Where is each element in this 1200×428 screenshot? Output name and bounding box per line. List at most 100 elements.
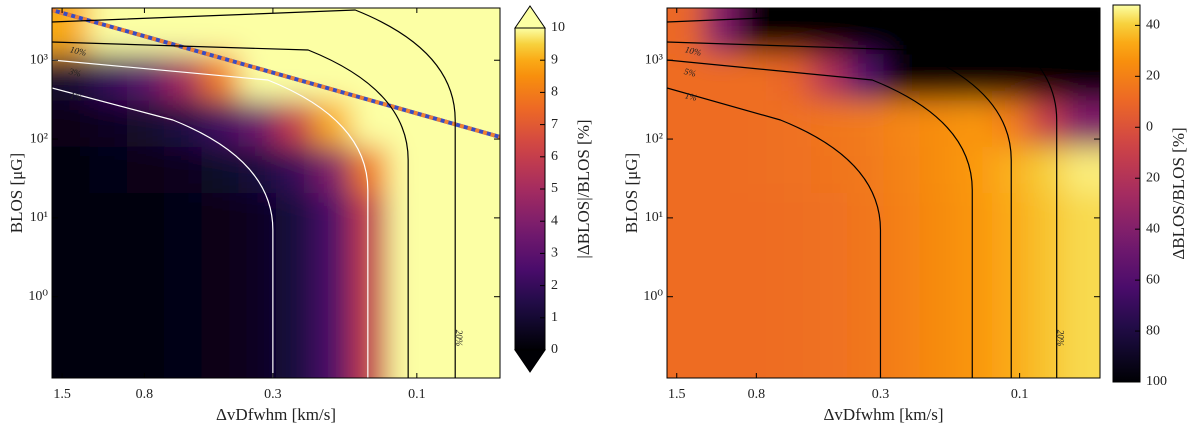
heatmap-cell xyxy=(201,146,240,194)
colorbar-tick-label: 40 xyxy=(1146,18,1160,33)
heatmap-cell xyxy=(775,285,813,333)
heatmap-cell xyxy=(425,193,464,241)
heatmap-cell xyxy=(89,54,128,102)
heatmap: 1% 3% 10% 20% xyxy=(52,8,500,378)
heatmap-cell xyxy=(89,239,128,287)
heatmap-cell xyxy=(739,54,777,102)
heatmap-cell xyxy=(991,8,1029,56)
colorbar-label: |ΔBLOS|/BLOS [%] xyxy=(574,119,593,258)
heatmap-cell xyxy=(276,146,315,194)
heatmap-cell xyxy=(847,193,885,241)
colorbar-tick-label: 3 xyxy=(551,246,558,261)
colorbar-tick-label: 40 xyxy=(1146,221,1160,236)
contour-line xyxy=(667,41,1012,378)
heatmap-cell xyxy=(164,54,203,102)
heatmap-cell xyxy=(350,239,389,287)
colorbar-tick-label: 80 xyxy=(1146,323,1160,338)
x-tick-label: 0.8 xyxy=(136,387,154,402)
heatmap-cell xyxy=(238,100,277,148)
heatmap-cell xyxy=(350,54,389,102)
heatmap-cell xyxy=(739,193,777,241)
heatmap-cell xyxy=(991,239,1029,287)
heatmap-cell xyxy=(313,8,352,56)
heatmap-cell xyxy=(388,331,427,378)
heatmap-cell xyxy=(89,100,128,148)
heatmap-cell xyxy=(847,100,885,148)
heatmap-cell xyxy=(883,285,921,333)
heatmap-cell xyxy=(955,54,993,102)
heatmap-cell xyxy=(52,285,91,333)
heatmap-cell xyxy=(739,239,777,287)
heatmap-cell xyxy=(52,100,91,148)
heatmap-cell xyxy=(52,239,91,287)
heatmap-cell xyxy=(1063,193,1100,241)
contour-label: 10% xyxy=(69,44,87,58)
heatmap-cell xyxy=(847,146,885,194)
heatmap-cell xyxy=(883,8,921,56)
heatmap-cell xyxy=(425,239,464,287)
x-axis-label: ΔvDfwhm [km/s] xyxy=(216,405,336,424)
heatmap-cell xyxy=(667,193,705,241)
heatmap-cell xyxy=(955,8,993,56)
heatmap-cell xyxy=(919,331,957,378)
heatmap-cell xyxy=(919,239,957,287)
heatmap-cell xyxy=(703,331,741,378)
heatmap-cell xyxy=(1063,8,1100,56)
y-tick-label: 10¹ xyxy=(645,210,663,225)
colorbar-tick-label: 10 xyxy=(551,20,565,35)
heatmap-cell xyxy=(89,331,128,378)
heatmap-cell xyxy=(126,239,165,287)
heatmap-cell xyxy=(462,239,500,287)
heatmap-cell xyxy=(350,100,389,148)
x-tick-label: 1.5 xyxy=(668,387,686,402)
y-axis-label: BLOS [μG] xyxy=(622,153,641,233)
colorbar-tick-label: 7 xyxy=(551,117,558,132)
heatmap-cell xyxy=(238,146,277,194)
heatmap-cell xyxy=(955,193,993,241)
heatmap-cell xyxy=(388,193,427,241)
heatmap-cell xyxy=(847,239,885,287)
colorbar-tick-label: 20 xyxy=(1146,69,1160,84)
heatmap-cell xyxy=(126,285,165,333)
colorbar-tick-label: 0 xyxy=(551,342,558,357)
y-tick-label: 10² xyxy=(30,131,48,146)
colorbar-tick-label: 5 xyxy=(551,181,558,196)
heatmap-cell xyxy=(775,54,813,102)
heatmap-cell xyxy=(1063,100,1100,148)
heatmap-cell xyxy=(775,193,813,241)
heatmap-cell xyxy=(350,331,389,378)
heatmap-cell xyxy=(388,146,427,194)
heatmap-cell xyxy=(775,239,813,287)
heatmap-cell xyxy=(462,100,500,148)
contour-line xyxy=(52,9,456,378)
heatmap-cell xyxy=(313,239,352,287)
heatmap-cell xyxy=(201,100,240,148)
heatmap-cell xyxy=(955,239,993,287)
heatmap-cell xyxy=(350,285,389,333)
heatmap-cell xyxy=(919,193,957,241)
heatmap-cell xyxy=(1063,331,1100,378)
heatmap-cell xyxy=(52,193,91,241)
heatmap-cell xyxy=(89,285,128,333)
heatmap-cell xyxy=(313,146,352,194)
heatmap-cell xyxy=(164,331,203,378)
y-tick-label: 10³ xyxy=(30,52,48,67)
heatmap-cell xyxy=(462,8,500,56)
x-axis-label: ΔvDfwhm [km/s] xyxy=(823,405,943,424)
heatmap-cell xyxy=(703,146,741,194)
heatmap-cell xyxy=(89,193,128,241)
colorbar-tick-label: 2 xyxy=(551,278,558,293)
heatmap-cell xyxy=(350,193,389,241)
heatmap-cell xyxy=(883,331,921,378)
heatmap-cell xyxy=(775,146,813,194)
plot-frame xyxy=(51,7,501,379)
x-tick-label: 0.3 xyxy=(264,387,282,402)
heatmap-cell xyxy=(1063,54,1100,102)
heatmap-cell xyxy=(1027,146,1065,194)
heatmap-cell xyxy=(313,193,352,241)
heatmap-cell xyxy=(883,100,921,148)
heatmap-cell xyxy=(276,239,315,287)
heatmap-cell xyxy=(955,331,993,378)
heatmap-cell xyxy=(388,54,427,102)
colorbar-tick-label: 0 xyxy=(1146,119,1153,134)
